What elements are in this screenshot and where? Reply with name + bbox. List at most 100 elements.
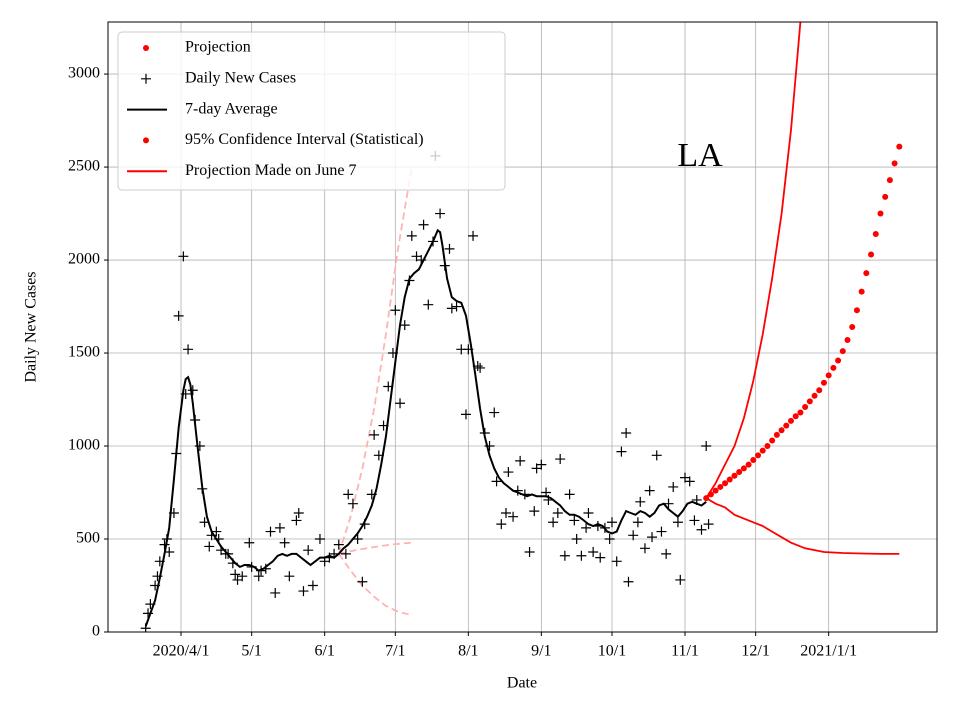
- plus-marker: [230, 569, 241, 580]
- dot-marker: [769, 437, 776, 444]
- plus-marker: [663, 498, 674, 509]
- y-tick-label: 1000: [68, 437, 100, 454]
- dot-marker: [891, 160, 898, 167]
- plus-marker: [651, 450, 662, 461]
- dot-marker: [886, 177, 893, 184]
- plot-area: [140, 22, 903, 632]
- plus-marker: [237, 571, 248, 582]
- dot-marker: [820, 379, 827, 386]
- plus-marker: [583, 507, 594, 518]
- plus-marker: [656, 526, 667, 537]
- plus-marker: [647, 532, 658, 543]
- dot-marker: [835, 357, 842, 364]
- plus-marker: [390, 305, 401, 316]
- plus-marker: [279, 537, 290, 548]
- plus-marker: [489, 407, 500, 418]
- plus-marker: [451, 301, 462, 312]
- x-tick-label: 6/1: [314, 643, 334, 660]
- plus-marker: [703, 519, 714, 530]
- plus-marker: [357, 576, 368, 587]
- plus-marker: [418, 219, 429, 230]
- plus-marker: [529, 506, 540, 517]
- legend-label: 95% Confidence Interval (Statistical): [185, 131, 424, 148]
- dot-marker: [792, 413, 799, 420]
- plus-marker: [571, 534, 582, 545]
- dot-marker: [877, 210, 884, 217]
- dot-marker: [863, 270, 870, 277]
- dot-marker: [858, 288, 865, 295]
- legend: Projection Daily New Cases 7-day Average 95…: [117, 31, 506, 191]
- dot-marker: [816, 387, 823, 394]
- legend-label: 7-day Average: [185, 100, 278, 117]
- plus-marker: [284, 571, 295, 582]
- dot-marker: [717, 483, 724, 490]
- plus-marker: [616, 446, 627, 457]
- dot-marker: [844, 337, 851, 344]
- x-tick-label: 5/1: [241, 643, 261, 660]
- plus-marker: [164, 547, 175, 558]
- x-tick-label: 12/1: [741, 643, 769, 660]
- plus-marker: [668, 481, 679, 492]
- plus-marker: [536, 459, 547, 470]
- plus-marker: [635, 496, 646, 507]
- x-tick-label: 2021/1/1: [800, 643, 857, 660]
- plus-marker: [503, 467, 514, 478]
- plus-marker: [611, 556, 622, 567]
- y-tick-label: 2000: [68, 251, 100, 268]
- plus-marker: [606, 517, 617, 528]
- legend-box: [117, 31, 506, 191]
- dot-marker: [731, 472, 738, 479]
- plus-marker: [173, 310, 184, 321]
- plus-marker: [303, 545, 314, 556]
- plus-marker: [298, 586, 309, 597]
- x-tick-label: 8/1: [458, 643, 478, 660]
- plus-marker: [314, 534, 325, 545]
- plus-marker: [689, 515, 700, 526]
- dot-marker: [783, 422, 790, 429]
- plus-marker: [460, 409, 471, 420]
- y-tick-label: 1500: [68, 344, 100, 361]
- plus-marker: [569, 515, 580, 526]
- dot-marker: [745, 461, 752, 468]
- legend-label: Projection: [185, 39, 251, 56]
- legend-label: Projection Made on June 7: [185, 162, 357, 179]
- lower-line: [705, 497, 900, 555]
- plus-marker: [508, 511, 519, 522]
- plus-marker: [307, 580, 318, 591]
- y-tick-label: 3000: [68, 65, 100, 82]
- plus-marker: [581, 522, 592, 533]
- plus-marker: [639, 543, 650, 554]
- plus-marker: [253, 571, 264, 582]
- legend-marker: [143, 45, 149, 51]
- dot-marker: [802, 403, 809, 410]
- plus-marker: [204, 541, 215, 552]
- dashed-line: [338, 553, 413, 617]
- plus-marker: [468, 230, 479, 241]
- plus-marker: [576, 550, 587, 561]
- y-tick-label: 2500: [68, 158, 100, 175]
- plus-marker: [183, 344, 194, 355]
- legend-marker: [141, 73, 151, 84]
- dot-marker: [707, 491, 714, 498]
- plus-marker: [675, 574, 686, 585]
- annotation: LA: [677, 137, 723, 174]
- plus-marker: [406, 230, 417, 241]
- plus-marker: [399, 320, 410, 331]
- plus-marker: [340, 548, 351, 559]
- plus-marker: [293, 507, 304, 518]
- dot-marker: [703, 495, 710, 502]
- plus-marker: [446, 303, 457, 314]
- x-axis-label: Date: [507, 675, 537, 692]
- plus-marker: [501, 507, 512, 518]
- dot-marker: [778, 427, 785, 434]
- dot-marker: [712, 487, 719, 494]
- plus-marker: [701, 441, 712, 452]
- dot-marker: [722, 480, 729, 487]
- plus-marker: [435, 208, 446, 219]
- plus-marker: [559, 550, 570, 561]
- upper-line: [705, 22, 802, 499]
- plus-marker: [491, 476, 502, 487]
- plus-marker: [369, 429, 380, 440]
- plus-marker: [211, 526, 222, 537]
- y-tick-label: 0: [92, 623, 100, 640]
